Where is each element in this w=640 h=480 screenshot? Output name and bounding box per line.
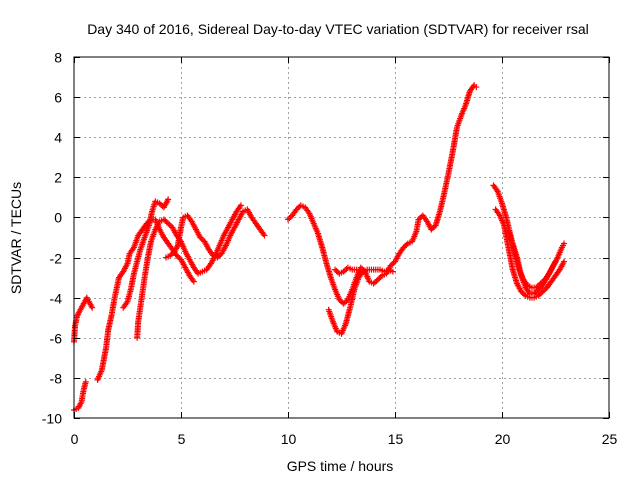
series-arc-e xyxy=(134,202,244,341)
y-tick-label: 6 xyxy=(54,90,62,106)
x-axis-label: GPS time / hours xyxy=(287,458,394,474)
y-tick-label: -6 xyxy=(50,331,63,347)
y-tick-label: -8 xyxy=(50,371,63,387)
data-point xyxy=(473,84,480,91)
data-point xyxy=(353,266,360,273)
data-points xyxy=(71,82,568,413)
y-tick-label: 0 xyxy=(54,210,62,226)
series-arc-h xyxy=(325,266,396,337)
y-tick-label: -10 xyxy=(42,411,62,427)
x-tick-label: 20 xyxy=(495,431,511,447)
data-point xyxy=(561,258,568,265)
series-arc-b xyxy=(71,294,96,345)
plot-frame xyxy=(73,56,610,419)
data-point xyxy=(237,202,244,209)
data-point xyxy=(389,268,396,275)
series-arc-d xyxy=(120,196,172,311)
y-tick-label: 2 xyxy=(54,170,62,186)
data-point xyxy=(82,378,89,385)
ticks: 0 5 10 15 20 25 -10 -8 -6 -4 -2 0 2 4 6 8 xyxy=(42,50,618,448)
x-tick-label: 15 xyxy=(388,431,404,447)
series-arc-i xyxy=(332,264,360,277)
data-point xyxy=(561,240,568,247)
y-tick-label: -2 xyxy=(50,251,63,267)
data-point xyxy=(261,232,268,239)
x-tick-label: 5 xyxy=(178,431,186,447)
series-arc-f xyxy=(163,206,268,261)
y-tick-label: -4 xyxy=(50,291,63,307)
x-tick-label: 25 xyxy=(602,431,618,447)
x-tick-label: 0 xyxy=(71,431,79,447)
series-arc-l xyxy=(505,228,559,297)
chart-title: Day 340 of 2016, Sidereal Day-to-day VTE… xyxy=(87,21,589,37)
y-tick-label: 8 xyxy=(54,50,62,66)
grid xyxy=(74,57,609,418)
y-tick-label: 4 xyxy=(54,130,62,146)
y-axis-label: SDTVAR / TECUs xyxy=(8,182,24,294)
series-arc-k xyxy=(492,206,568,301)
data-point xyxy=(190,278,197,285)
x-tick-label: 10 xyxy=(281,431,297,447)
data-point xyxy=(552,258,559,265)
data-point xyxy=(165,196,172,203)
data-point xyxy=(89,304,96,311)
